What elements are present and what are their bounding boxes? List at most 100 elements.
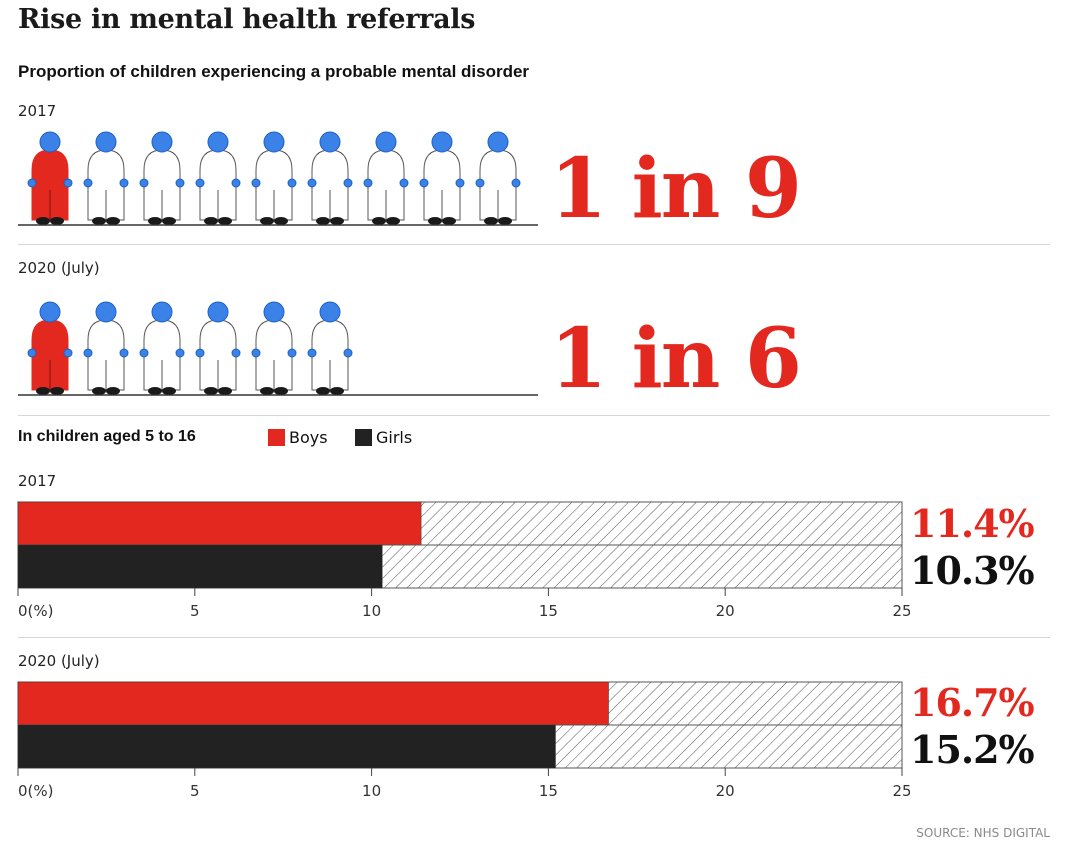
legend-item-boys: Boys bbox=[268, 428, 328, 447]
person-figure bbox=[419, 131, 465, 225]
figure-head bbox=[151, 131, 173, 153]
figure-hand bbox=[83, 178, 93, 188]
person-figure bbox=[307, 301, 353, 395]
person-figure bbox=[195, 131, 241, 225]
figure-foot bbox=[274, 387, 288, 395]
person-figure bbox=[251, 301, 297, 395]
bar-boys bbox=[17, 501, 422, 546]
person-figure-highlighted bbox=[27, 131, 73, 225]
legend-label-girls: Girls bbox=[376, 428, 413, 447]
x-tick-label: 10 bbox=[362, 602, 381, 620]
person-figure bbox=[83, 301, 129, 395]
x-tick-label: 5 bbox=[190, 602, 200, 620]
figure-foot bbox=[316, 217, 330, 225]
figure-hand bbox=[251, 348, 261, 358]
figure-foot bbox=[274, 217, 288, 225]
figure-foot bbox=[316, 387, 330, 395]
figure-hand bbox=[27, 178, 37, 188]
figure-hand bbox=[83, 348, 93, 358]
bar-chart-year-2020: 2020 (July) bbox=[18, 652, 100, 670]
figure-hand bbox=[195, 348, 205, 358]
source-note: SOURCE: NHS DIGITAL bbox=[916, 826, 1050, 840]
figure-foot bbox=[428, 217, 442, 225]
figure-foot bbox=[260, 217, 274, 225]
x-tick-label: 15 bbox=[539, 602, 558, 620]
figure-hand bbox=[287, 178, 297, 188]
figure-hand bbox=[511, 178, 521, 188]
figure-hand bbox=[419, 178, 429, 188]
figure-foot bbox=[204, 387, 218, 395]
person-figure bbox=[195, 301, 241, 395]
figure-foot bbox=[92, 217, 106, 225]
bar-chart-2017: 0(%) 5 10 15 20 25 bbox=[17, 501, 910, 620]
figure-hand bbox=[251, 178, 261, 188]
figure-foot bbox=[218, 217, 232, 225]
figure-foot bbox=[106, 217, 120, 225]
person-figure bbox=[139, 301, 185, 395]
figure-hand bbox=[175, 348, 185, 358]
figure-head bbox=[95, 131, 117, 153]
figure-hand bbox=[307, 178, 317, 188]
chart-title: Rise in mental health referrals bbox=[18, 4, 476, 35]
pictogram-year-2020: 2020 (July) bbox=[18, 259, 100, 277]
divider bbox=[18, 244, 1050, 245]
person-figure bbox=[83, 131, 129, 225]
figure-head bbox=[431, 131, 453, 153]
chart-subtitle: Proportion of children experiencing a pr… bbox=[18, 62, 530, 81]
bar-girls bbox=[17, 724, 556, 769]
figure-head bbox=[319, 131, 341, 153]
figure-head bbox=[487, 131, 509, 153]
person-figure bbox=[307, 131, 353, 225]
value-label-girls-2020: 15.2% bbox=[910, 727, 1035, 772]
figure-foot bbox=[162, 387, 176, 395]
legend-item-girls: Girls bbox=[355, 428, 412, 447]
figure-hand bbox=[287, 348, 297, 358]
figure-foot bbox=[386, 217, 400, 225]
x-tick-label: 20 bbox=[716, 602, 735, 620]
figure-hand bbox=[231, 348, 241, 358]
x-tick-label: 0(%) bbox=[18, 782, 54, 800]
figure-foot bbox=[330, 387, 344, 395]
figure-hand bbox=[139, 348, 149, 358]
legend-label-boys: Boys bbox=[289, 428, 328, 447]
pictogram-year-2017: 2017 bbox=[18, 102, 57, 120]
figure-head bbox=[151, 301, 173, 323]
figure-head bbox=[263, 301, 285, 323]
figure-foot bbox=[260, 387, 274, 395]
ratio-2017: 1 in 9 bbox=[550, 141, 802, 237]
ratio-2020: 1 in 6 bbox=[550, 311, 802, 407]
person-figure bbox=[363, 131, 409, 225]
figure-foot bbox=[442, 217, 456, 225]
legend-swatch-girls bbox=[355, 429, 372, 446]
figure-hand bbox=[231, 178, 241, 188]
figure-hand bbox=[139, 178, 149, 188]
figure-hand bbox=[175, 178, 185, 188]
figure-foot bbox=[106, 387, 120, 395]
person-figure bbox=[139, 131, 185, 225]
figure-foot bbox=[162, 217, 176, 225]
figure-hand bbox=[119, 348, 129, 358]
figure-hand bbox=[63, 178, 73, 188]
divider bbox=[18, 415, 1050, 416]
bar-chart-2020: 0(%) 5 10 15 20 25 bbox=[17, 681, 910, 800]
x-tick-label: 10 bbox=[362, 782, 381, 800]
figure-hand bbox=[195, 178, 205, 188]
figure-hand bbox=[363, 178, 373, 188]
figure-hand bbox=[307, 348, 317, 358]
figure-foot bbox=[92, 387, 106, 395]
figure-foot bbox=[372, 217, 386, 225]
x-tick-label: 0(%) bbox=[18, 602, 54, 620]
pictogram-2017 bbox=[18, 131, 538, 226]
person-figure bbox=[251, 131, 297, 225]
figure-foot bbox=[148, 387, 162, 395]
x-tick-label: 15 bbox=[539, 782, 558, 800]
bar-chart-year-2017: 2017 bbox=[18, 472, 57, 490]
figure-foot bbox=[50, 387, 64, 395]
x-tick-label: 25 bbox=[892, 782, 910, 800]
figure-head bbox=[39, 131, 61, 153]
figure-head bbox=[39, 301, 61, 323]
pictogram-2020 bbox=[18, 301, 538, 396]
figure-foot bbox=[330, 217, 344, 225]
legend-title: In children aged 5 to 16 bbox=[18, 428, 196, 445]
figure-foot bbox=[50, 217, 64, 225]
